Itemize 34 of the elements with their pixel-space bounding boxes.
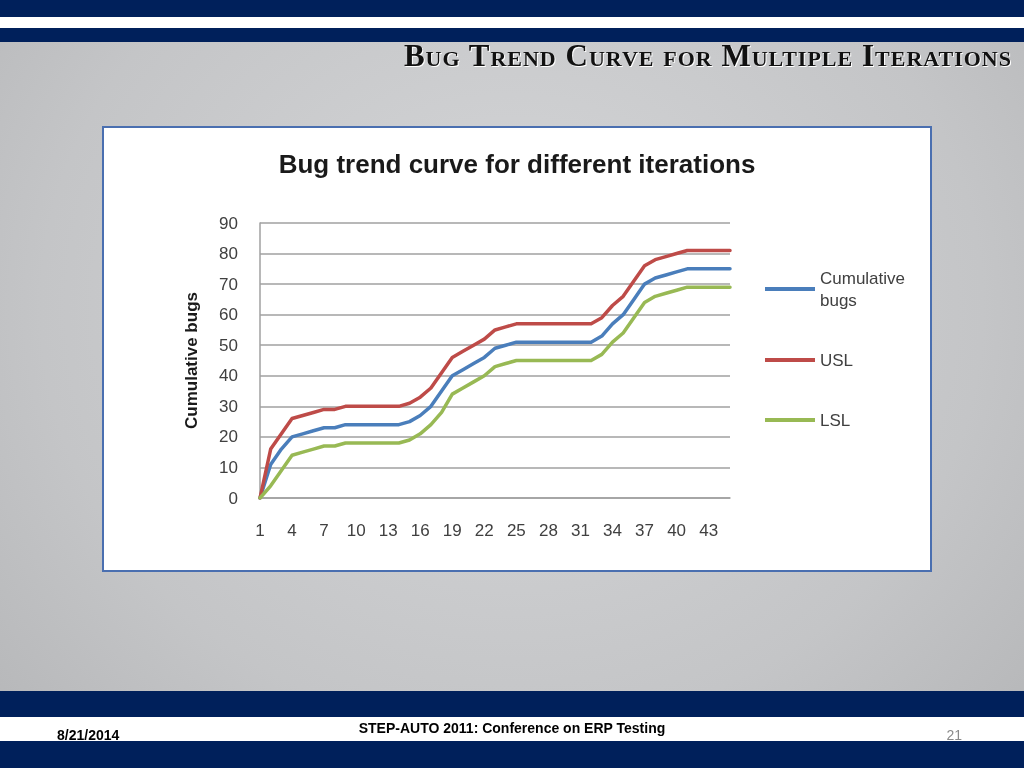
x-tick-label: 31 [570,521,590,540]
x-tick-label: 16 [410,521,430,540]
y-axis-title: Cumulative bugs [182,292,201,429]
y-tick-label: 30 [219,396,238,416]
x-tick-label: 37 [635,521,655,540]
x-tick-label: 13 [378,521,398,540]
x-tick-label: 1 [255,521,265,540]
y-tick-label: 70 [219,274,238,294]
text: STEP-AUTO 2011: Conference on ERP Testing [358,720,666,736]
chart-title: Bug Trend Curve for Multiple Iterations [403,38,1012,74]
x-tick-label: 28 [538,521,558,540]
text: 8/21/2014 [57,727,120,743]
y-tick-label: 0 [228,488,238,508]
x-tick-label: 40 [667,521,687,540]
chart-subtitle: Bug trend curve for different iterations [278,149,756,179]
x-tick-label: 43 [699,521,719,540]
y-tick-label: 50 [219,335,238,355]
y-tick-label: 40 [219,366,238,386]
x-tick-label: 4 [287,521,297,540]
legend-label: Cumulative bugs [820,268,910,310]
y-tick-label: 80 [219,244,238,264]
x-tick-label: 10 [346,521,366,540]
x-tick-label: 19 [442,521,462,540]
x-tick-label: 25 [506,521,526,540]
text: 21 [946,727,962,743]
legend-label: LSL [820,410,851,430]
legend-label: USL [820,350,854,370]
x-tick-label: 22 [474,521,494,540]
y-tick-label: 20 [219,427,238,447]
y-tick-label: 60 [219,305,238,325]
x-tick-label: 7 [319,521,329,540]
y-tick-label: 90 [219,213,238,233]
y-tick-label: 10 [219,457,238,477]
x-tick-label: 34 [603,521,622,540]
